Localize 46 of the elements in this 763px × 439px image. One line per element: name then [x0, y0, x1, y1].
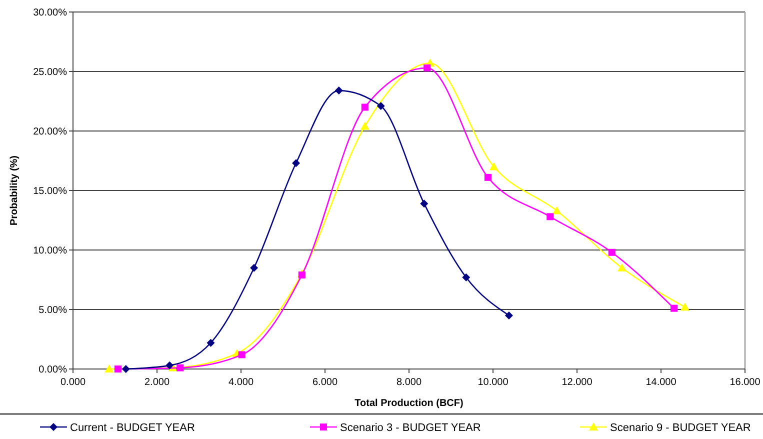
x-axis-title: Total Production (BCF): [354, 398, 464, 409]
point: [670, 304, 678, 312]
y-tick-label: 25.00%: [33, 67, 68, 78]
point: [334, 86, 343, 95]
point: [360, 122, 370, 130]
legend-label: Current - BUDGET YEAR: [70, 422, 195, 434]
x-tick-label: 2.000: [144, 377, 170, 388]
y-axis-title: Probability (%): [9, 155, 20, 226]
point: [546, 213, 554, 220]
x-tick-label: 16.000: [730, 377, 761, 388]
point: [484, 174, 492, 181]
y-tick-label: 30.00%: [33, 8, 68, 18]
point: [489, 162, 498, 170]
x-tick-label: 0.000: [60, 377, 86, 388]
point: [361, 104, 368, 111]
x-tick-label: 4.000: [228, 377, 254, 388]
y-tick-label: 20.00%: [33, 126, 68, 138]
y-tick-label: 10.00%: [33, 246, 68, 256]
point: [376, 102, 385, 110]
point: [206, 338, 215, 347]
point: [250, 264, 258, 272]
point: [552, 206, 562, 214]
point: [608, 248, 616, 256]
x-tick-label: 10.000: [478, 377, 509, 388]
legend-label: Scenario 9 - BUDGET YEAR: [610, 422, 751, 434]
x-tick-label: 6.000: [312, 377, 338, 388]
point: [122, 365, 130, 373]
point: [166, 361, 174, 370]
point: [176, 364, 184, 372]
point: [504, 311, 513, 320]
point: [238, 351, 246, 358]
point: [424, 64, 431, 72]
point: [680, 302, 690, 311]
point: [462, 273, 470, 282]
x-tick-label: 14.000: [646, 377, 677, 388]
y-tick-label: 5.00%: [38, 305, 68, 316]
point: [292, 159, 300, 168]
y-tick-label: 0.00%: [38, 364, 68, 376]
point: [114, 366, 122, 372]
x-tick-label: 8.000: [396, 377, 422, 388]
point: [104, 364, 114, 372]
y-tick-label: 15.00%: [33, 186, 68, 197]
point: [420, 200, 428, 208]
x-tick-label: 12.000: [562, 377, 593, 388]
point: [617, 263, 626, 272]
legend-label: Scenario 3 - BUDGET YEAR: [340, 422, 481, 434]
